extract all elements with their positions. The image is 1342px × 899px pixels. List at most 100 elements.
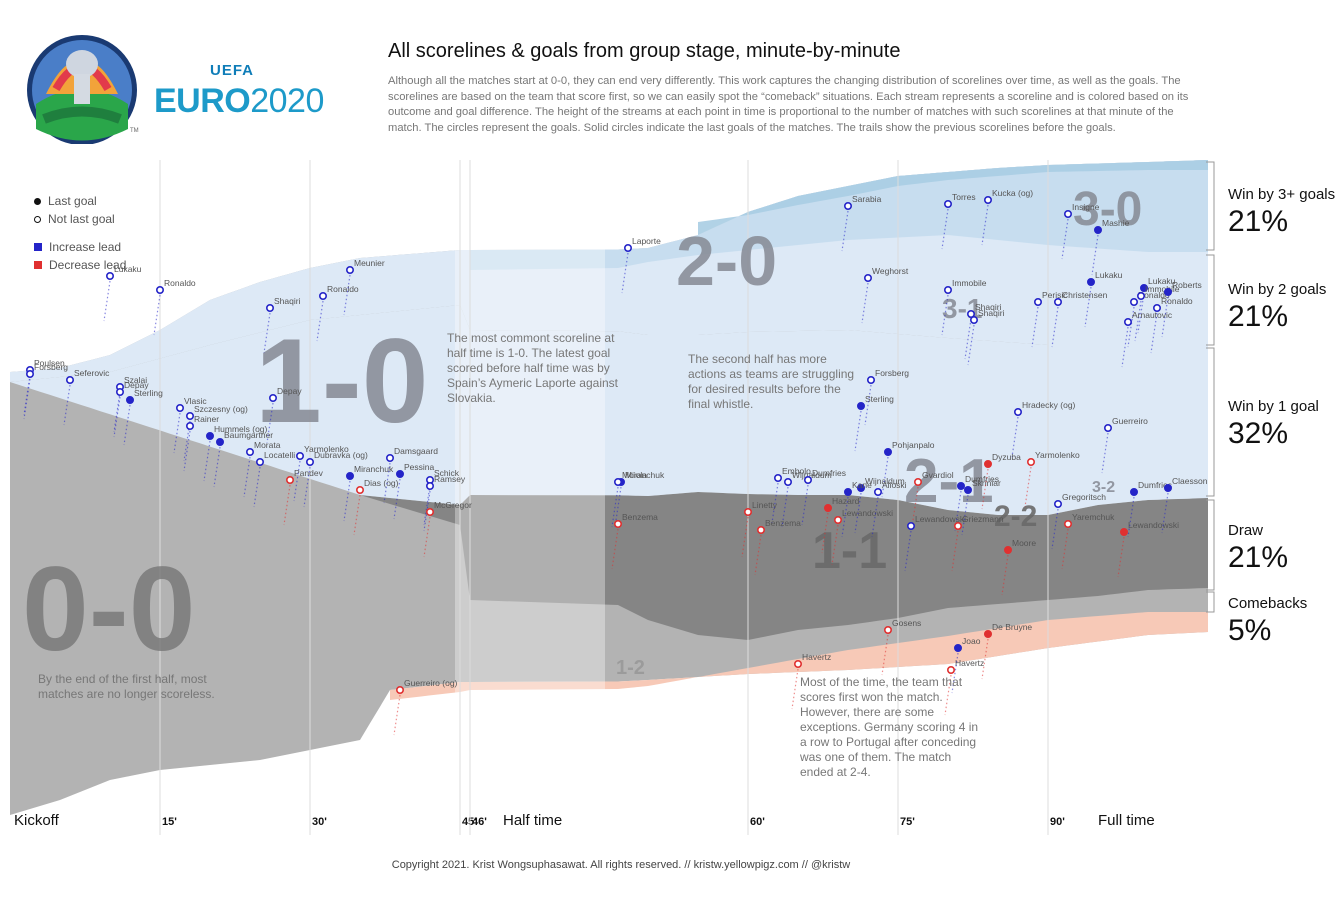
- goal-player-label: Kucka (og): [992, 188, 1033, 198]
- goal-player-label: Skriniar: [972, 478, 1001, 488]
- goal-marker: [318, 291, 327, 300]
- goal-player-label: Depay: [124, 380, 149, 390]
- legend-not-last-goal-label: Not last goal: [48, 212, 115, 226]
- goal-marker: [1130, 297, 1139, 306]
- goal-trail: [1161, 492, 1169, 534]
- category-percent: 21%: [1228, 541, 1289, 574]
- goal-trail: [754, 534, 762, 576]
- goal-trail: [1031, 306, 1039, 348]
- goal-marker: [305, 457, 314, 466]
- goal-marker: [345, 265, 354, 274]
- goal-player-label: Seferovic: [74, 368, 110, 378]
- goal-trail: [123, 404, 131, 446]
- goal-trail: [283, 484, 291, 526]
- goal-marker: [823, 503, 832, 512]
- goal-marker: [425, 481, 434, 490]
- category-label: Draw: [1228, 522, 1264, 539]
- goal-marker: [906, 521, 915, 530]
- goal-player-label: Depay: [277, 386, 302, 396]
- goal-trail: [951, 530, 959, 572]
- goal-player-label: Dumfries: [1138, 480, 1172, 490]
- goal-player-label: Gvardiol: [922, 470, 954, 480]
- goal-trail: [821, 512, 829, 554]
- goal-marker: [623, 244, 632, 253]
- goal-trail: [243, 456, 251, 498]
- goal-player-label: Baumgartner: [224, 430, 273, 440]
- goal-marker: [613, 519, 622, 528]
- goal-marker: [116, 387, 125, 396]
- category-bracket: [1206, 161, 1215, 251]
- goal-player-label: Sterling: [134, 388, 163, 398]
- goal-marker: [943, 285, 952, 294]
- goal-trail: [1024, 466, 1032, 508]
- goal-trail: [864, 384, 872, 426]
- annotation-half-time: The most commont scoreline at half time …: [447, 331, 618, 405]
- goal-trail: [1061, 218, 1069, 260]
- goal-player-label: Wijnaldum: [792, 470, 832, 480]
- euro2020-emblem: [27, 35, 137, 145]
- goal-marker: [983, 196, 992, 205]
- goal-trail: [63, 384, 71, 426]
- scoreline-label: 3-0: [1073, 183, 1142, 236]
- blue-square-icon: [34, 243, 42, 251]
- goal-trail: [861, 282, 869, 324]
- category-bracket: [1206, 499, 1215, 591]
- goal-trail: [944, 674, 952, 716]
- goal-player-label: Embolo: [782, 466, 811, 476]
- goal-marker: [793, 659, 802, 668]
- x-label-full-time: Full time: [1098, 812, 1155, 829]
- goal-marker: [425, 507, 434, 516]
- goal-player-label: Linetty: [752, 500, 778, 510]
- goal-marker: [863, 273, 872, 282]
- goal-marker: [1153, 303, 1162, 312]
- category-bracket: [1206, 254, 1215, 346]
- goal-player-label: Dumfries: [965, 474, 999, 484]
- category-label: Win by 2 goals: [1228, 281, 1327, 298]
- goal-trail: [831, 524, 839, 566]
- goal-player-label: Lewandowski: [1128, 520, 1179, 530]
- goal-player-label: Ronaldo: [164, 278, 196, 288]
- goal-marker: [943, 200, 952, 209]
- goal-trail: [841, 496, 849, 538]
- goal-marker: [1120, 527, 1129, 536]
- goal-marker: [969, 315, 978, 324]
- category-percent: 5%: [1228, 614, 1272, 647]
- goal-trail: [253, 466, 261, 508]
- category-label: Win by 1 goal: [1228, 398, 1319, 415]
- goal-trail: [1084, 286, 1092, 328]
- goal-player-label: Lukaku: [114, 264, 142, 274]
- solid-circle-icon: [34, 197, 41, 205]
- goal-trail: [961, 494, 969, 536]
- x-tick-label: 15': [162, 816, 177, 828]
- goal-marker: [856, 401, 865, 410]
- goal-marker: [268, 393, 277, 402]
- red-square-icon: [34, 261, 42, 269]
- goal-player-label: Pessina: [404, 462, 435, 472]
- goal-trail: [1137, 292, 1145, 334]
- goal-player-label: Ronaldo: [327, 284, 359, 294]
- goal-trail: [1091, 234, 1099, 276]
- goal-player-label: Dyzuba: [992, 452, 1021, 462]
- goal-trail: [263, 312, 271, 354]
- goal-trail: [1011, 416, 1019, 458]
- goal-marker: [1087, 277, 1096, 286]
- goal-marker: [206, 431, 215, 440]
- goal-trail: [1051, 306, 1059, 348]
- goal-marker: [385, 453, 394, 462]
- goal-marker: [25, 369, 34, 378]
- x-label-half-time: Half time: [503, 812, 562, 829]
- scoreline-label: 2-0: [676, 222, 777, 300]
- x-tick-label: 75': [900, 816, 915, 828]
- goal-player-label: Lewandowski: [842, 508, 893, 518]
- goal-marker: [285, 475, 294, 484]
- goal-trail: [967, 324, 975, 366]
- goal-trail: [293, 460, 301, 502]
- goal-player-label: Damsgaard: [394, 446, 438, 456]
- goal-trail: [393, 478, 401, 520]
- chart-title: All scorelines & goals from group stage,…: [388, 40, 901, 62]
- goal-marker: [963, 485, 972, 494]
- goal-marker: [883, 447, 892, 456]
- goal-trail: [611, 486, 619, 528]
- goal-player-label: Roberts: [1172, 280, 1202, 290]
- goal-marker: [395, 469, 404, 478]
